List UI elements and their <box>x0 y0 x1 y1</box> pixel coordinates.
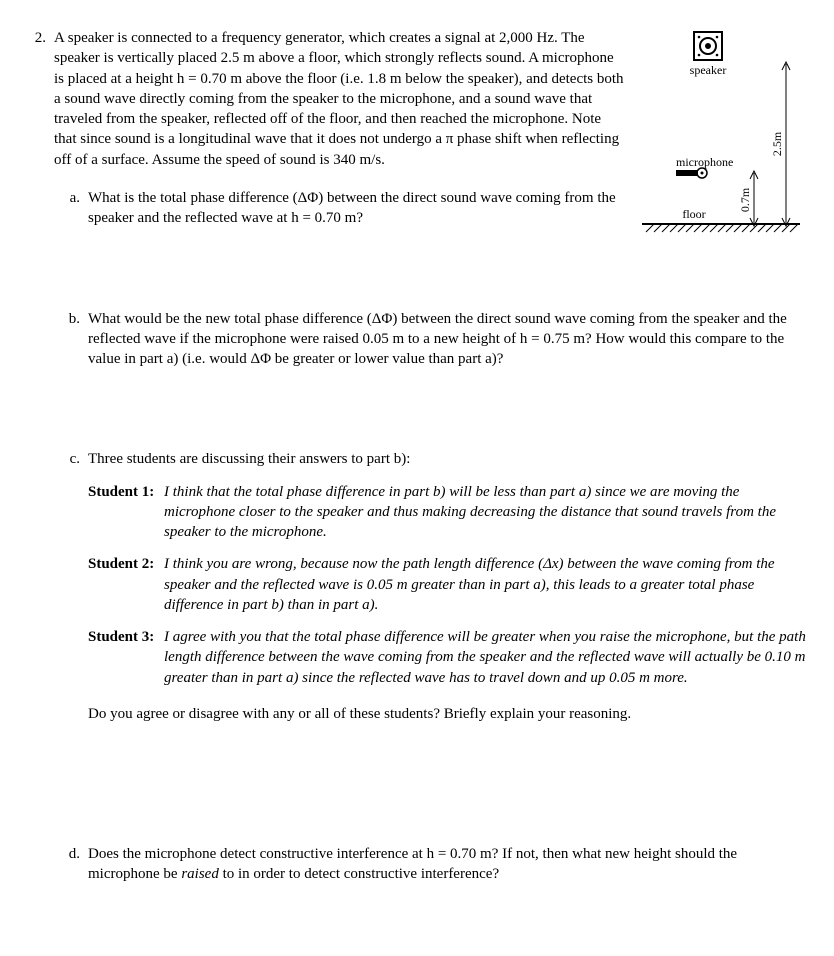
part-c-label: c. <box>54 449 88 469</box>
dimension-total-label: 2.5m <box>770 131 784 156</box>
intro-text: A speaker is connected to a frequency ge… <box>54 28 636 170</box>
student-1-label: Student 1: <box>88 482 164 543</box>
question-number: 2. <box>20 28 54 48</box>
gap-after-b <box>54 369 806 439</box>
part-b-label: b. <box>54 309 88 329</box>
student-1: Student 1: I think that the total phase … <box>88 482 806 543</box>
microphone-label: microphone <box>676 155 733 169</box>
part-a-label: a. <box>54 188 88 208</box>
part-d: d. Does the microphone detect constructi… <box>54 844 806 885</box>
part-c-followup: Do you agree or disagree with any or all… <box>88 704 806 724</box>
speaker-label: speaker <box>690 63 727 77</box>
part-a: a. What is the total phase difference (Δ… <box>54 188 806 229</box>
microphone-icon <box>676 168 707 178</box>
speaker-icon <box>694 32 722 60</box>
student-2-text: I think you are wrong, because now the p… <box>164 554 806 615</box>
part-c-lead: Three students are discussing their answ… <box>88 449 806 469</box>
part-b: b. What would be the new total phase dif… <box>54 309 806 370</box>
student-3: Student 3: I agree with you that the tot… <box>88 627 806 688</box>
part-d-post: to in order to detect constructive inter… <box>219 866 499 882</box>
student-2: Student 2: I think you are wrong, becaus… <box>88 554 806 615</box>
part-d-em: raised <box>181 866 219 882</box>
student-3-label: Student 3: <box>88 627 164 688</box>
part-d-label: d. <box>54 844 88 864</box>
part-c: c. Three students are discussing their a… <box>54 449 806 724</box>
part-d-text: Does the microphone detect constructive … <box>88 844 806 885</box>
part-b-text: What would be the new total phase differ… <box>88 309 806 370</box>
part-a-text: What is the total phase difference (ΔΦ) … <box>88 188 806 229</box>
question-body: A speaker is connected to a frequency ge… <box>54 28 806 885</box>
student-1-text: I think that the total phase difference … <box>164 482 806 543</box>
page: 2. A speaker is connected to a frequency… <box>0 0 834 956</box>
question-row: 2. A speaker is connected to a frequency… <box>20 28 806 885</box>
student-2-label: Student 2: <box>88 554 164 615</box>
part-c-body: Three students are discussing their answ… <box>88 449 806 724</box>
gap-after-c <box>54 724 806 834</box>
student-3-text: I agree with you that the total phase di… <box>164 627 806 688</box>
